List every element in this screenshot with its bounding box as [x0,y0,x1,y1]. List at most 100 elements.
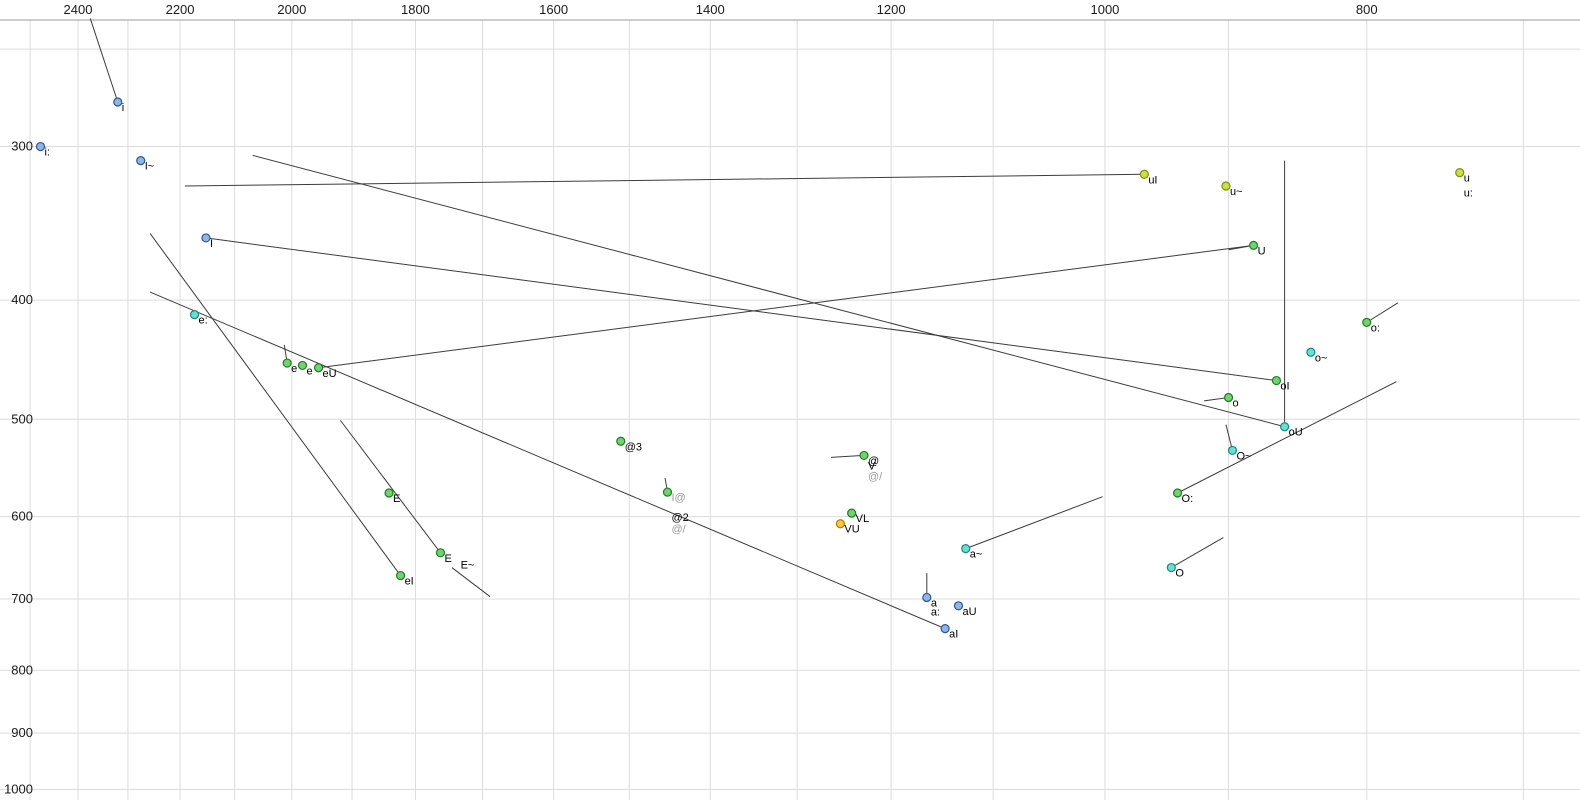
point-label-o~: o~ [1315,352,1328,364]
point-VU [835,519,845,529]
point-label-e:: e: [199,315,208,327]
point-eU [313,363,324,373]
point-oI [1271,375,1282,386]
x-tick-800: 800 [1356,2,1378,17]
point-uI [1139,169,1149,179]
point-label-i:: i: [44,147,50,159]
point-e [282,358,292,368]
point-a [922,592,932,603]
point-o: [1362,317,1372,327]
point-i: [35,141,46,152]
point-label-@/: @/ [868,471,883,483]
y-tick-600: 600 [11,509,33,524]
trajectory-line-4 [149,291,946,630]
y-tick-700: 700 [11,591,33,606]
point-@ [859,450,869,461]
point-label-a: a [931,597,938,609]
point-label-VL: VL [856,513,869,525]
point-oU [1280,422,1290,432]
trajectory-line-5 [318,244,1254,369]
trajectory-line-8 [965,496,1103,550]
point-E [384,488,394,498]
point-label-aI: aI [949,629,958,641]
point-label-u~: u~ [1230,186,1243,198]
point-label-E: E [444,553,451,565]
point-label-@3: @3 [625,441,642,453]
point-label-@2: @2 [671,512,688,524]
trajectory-line-0 [89,18,119,103]
point-e [297,360,308,371]
x-tick-1400: 1400 [696,2,725,17]
point-i [113,97,123,107]
trajectory-line-16 [1366,302,1399,323]
point-U [1248,240,1259,250]
point-label-o: o [1233,398,1239,410]
point-label-O:: O: [1182,493,1194,505]
point-eI [395,570,406,581]
point-o~ [1306,347,1316,357]
point-label-eI: eI [405,576,414,588]
trajectory-line-20 [1171,537,1224,568]
y-tick-800: 800 [11,662,33,677]
point-label-I~: I~ [145,161,154,173]
x-tick-2000: 2000 [277,2,306,17]
point-o [1223,392,1234,403]
y-tick-300: 300 [11,139,33,154]
point-u [1455,167,1465,178]
trajectory-line-1 [184,173,1145,187]
x-tick-2200: 2200 [166,2,195,17]
point-label-uI: uI [1148,174,1157,186]
point-label-I: I [210,238,213,250]
x-tick-1600: 1600 [539,2,568,17]
point-E [435,548,446,558]
point-u~ [1221,181,1231,191]
trajectory-line-6 [205,237,1277,382]
point-label-o:: o: [1371,322,1380,334]
point-label-a:: a: [931,607,940,619]
point-label-E: E [393,493,400,505]
trajectory-line-10 [339,420,441,554]
point-label-u: u [1464,173,1470,185]
point-label-E~: E~ [461,559,475,571]
point-label-oI: oI [1280,381,1289,393]
point-label-VU: VU [844,524,859,536]
point-I@ [662,487,673,497]
point-label-@: @ [868,455,879,467]
point-e: [189,310,200,320]
point-label-V: V [868,460,876,472]
x-tick-1200: 1200 [877,2,906,17]
point-label-I@: I@ [671,492,685,504]
point-label-eU: eU [323,368,337,380]
point-label-aU: aU [962,606,976,618]
point-aI [940,624,950,634]
y-tick-1000: 1000 [4,781,33,796]
trajectory-line-2 [252,154,1285,428]
trajectory-line-12 [831,454,865,458]
point-aU [953,601,964,611]
x-tick-1800: 1800 [401,2,430,17]
point-O [1166,562,1176,573]
y-tick-500: 500 [11,411,33,426]
x-tick-1000: 1000 [1090,2,1119,17]
point-label-oU: oU [1289,427,1303,439]
trajectory-line-9 [1177,381,1397,494]
trajectory-line-11 [451,567,491,598]
y-tick-400: 400 [11,292,33,307]
point-label-a~: a~ [970,549,983,561]
point-O: [1172,488,1183,498]
point-label-e: e [291,363,297,375]
point-label-U: U [1258,245,1266,257]
point-I [201,233,211,243]
point-label-O: O [1175,568,1184,580]
point-@3 [616,436,626,446]
point-label-e: e [306,365,312,377]
point-label-@/: @/ [671,524,686,536]
trajectory-line-3 [149,233,401,576]
y-tick-900: 900 [11,725,33,740]
point-I~ [136,155,146,166]
point-label-O~: O~ [1236,450,1251,462]
x-tick-2400: 2400 [64,2,93,17]
point-label-u:: u: [1464,188,1473,200]
